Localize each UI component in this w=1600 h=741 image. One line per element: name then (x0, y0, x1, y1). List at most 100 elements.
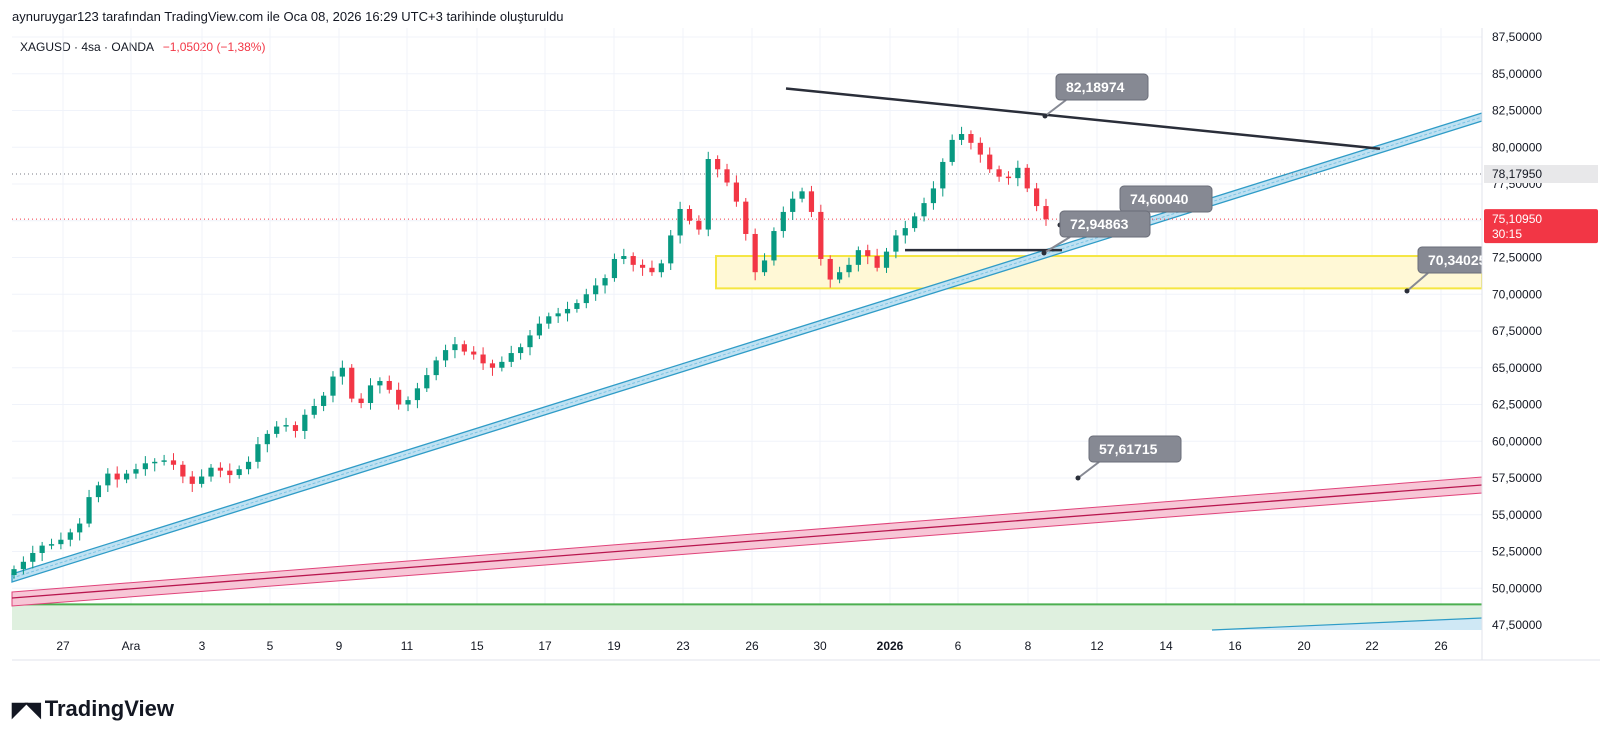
candle-body[interactable] (86, 497, 92, 524)
candle-body[interactable] (142, 463, 148, 470)
candle-body[interactable] (39, 545, 45, 553)
candle-body[interactable] (30, 552, 36, 562)
candle-body[interactable] (264, 433, 270, 445)
candle-body[interactable] (630, 256, 636, 265)
candle-body[interactable] (818, 211, 824, 259)
candle-body[interactable] (724, 169, 730, 183)
candle-body[interactable] (377, 380, 383, 386)
candle-body[interactable] (771, 231, 777, 261)
candle-body[interactable] (452, 344, 458, 351)
candle-body[interactable] (555, 313, 561, 317)
candle-body[interactable] (621, 256, 627, 259)
candle-body[interactable] (639, 264, 646, 268)
candle-body[interactable] (1015, 167, 1021, 179)
candle-body[interactable] (489, 363, 496, 368)
candle-body[interactable] (583, 294, 589, 304)
candle-body[interactable] (161, 460, 167, 462)
axes[interactable]: 87,5000085,0000082,5000080,0000077,50000… (12, 28, 1600, 661)
candle-body[interactable] (245, 461, 252, 470)
candle-body[interactable] (236, 469, 242, 476)
candle-body[interactable] (358, 398, 364, 404)
candle-body[interactable] (536, 323, 542, 336)
candle-body[interactable] (546, 316, 552, 324)
candle-body[interactable] (367, 385, 374, 404)
candle-body[interactable] (405, 400, 411, 405)
candle-body[interactable] (217, 467, 223, 471)
candle-body[interactable] (255, 444, 261, 462)
candle-body[interactable] (780, 211, 786, 232)
candle-body[interactable] (123, 473, 130, 480)
candle-body[interactable] (442, 350, 449, 361)
candle-body[interactable] (752, 233, 758, 273)
price-callout[interactable]: 57,61715 (1075, 435, 1182, 481)
candle-body[interactable] (414, 388, 421, 401)
candle-body[interactable] (602, 278, 608, 286)
candle-body[interactable] (883, 251, 890, 268)
candle-body[interactable] (133, 469, 139, 474)
candle-body[interactable] (95, 485, 102, 498)
candle-body[interactable] (424, 375, 430, 389)
candle-body[interactable] (996, 169, 1002, 177)
candle-body[interactable] (1034, 188, 1040, 207)
candle-body[interactable] (518, 347, 524, 354)
candle-body[interactable] (180, 464, 186, 477)
candle-body[interactable] (893, 235, 899, 252)
candle-body[interactable] (902, 228, 908, 236)
candle-body[interactable] (564, 308, 571, 314)
candle-body[interactable] (799, 191, 805, 199)
candle-body[interactable] (837, 272, 843, 280)
candle-body[interactable] (865, 250, 871, 257)
candle-body[interactable] (1024, 167, 1030, 189)
candle-body[interactable] (686, 208, 693, 221)
candle-body[interactable] (930, 188, 937, 204)
candle-body[interactable] (696, 220, 702, 230)
candle-body[interactable] (302, 414, 308, 431)
price-callout[interactable]: 82,18974 (1042, 73, 1149, 119)
candle-body[interactable] (349, 367, 355, 399)
tradingview-logo[interactable]: ◤◥ TradingView (12, 696, 174, 722)
candle-body[interactable] (152, 461, 158, 464)
candle-body[interactable] (48, 544, 55, 546)
candle-body[interactable] (67, 532, 73, 540)
candle-body[interactable] (574, 303, 580, 309)
candle-body[interactable] (527, 335, 533, 348)
candle-body[interactable] (170, 460, 177, 465)
candle-body[interactable] (105, 473, 111, 486)
price-callout[interactable]: 72,94863 (1041, 210, 1151, 256)
candle-body[interactable] (208, 467, 214, 477)
candle-body[interactable] (189, 476, 195, 484)
candle-body[interactable] (199, 476, 205, 484)
candle-body[interactable] (20, 561, 26, 570)
candle-body[interactable] (396, 389, 402, 405)
candle-body[interactable] (508, 353, 514, 362)
candle-body[interactable] (733, 182, 739, 202)
candle-body[interactable] (649, 267, 655, 273)
candle-body[interactable] (58, 539, 64, 545)
candle-body[interactable] (705, 159, 711, 230)
candle-body[interactable] (874, 256, 880, 268)
candle-body[interactable] (339, 367, 345, 377)
candle-body[interactable] (921, 203, 927, 217)
candle-body[interactable] (668, 235, 674, 264)
candle-body[interactable] (433, 360, 439, 376)
candle-body[interactable] (471, 351, 477, 355)
candle-body[interactable] (761, 260, 768, 273)
candle-body[interactable] (940, 161, 946, 189)
candle-body[interactable] (677, 208, 683, 236)
candle-body[interactable] (227, 470, 233, 476)
candle-body[interactable] (658, 263, 664, 273)
candle-body[interactable] (499, 361, 505, 368)
candle-body[interactable] (311, 405, 317, 415)
candle-body[interactable] (292, 425, 299, 431)
candle-body[interactable] (790, 198, 796, 212)
candle-body[interactable] (827, 258, 833, 280)
candle-body[interactable] (283, 425, 289, 427)
candle-body[interactable] (77, 523, 83, 533)
candle-body[interactable] (114, 473, 120, 480)
candle-body[interactable] (968, 134, 974, 143)
candle-body[interactable] (11, 569, 17, 576)
candle-body[interactable] (461, 344, 467, 352)
candle-body[interactable] (1043, 206, 1049, 220)
candle-body[interactable] (330, 376, 336, 396)
